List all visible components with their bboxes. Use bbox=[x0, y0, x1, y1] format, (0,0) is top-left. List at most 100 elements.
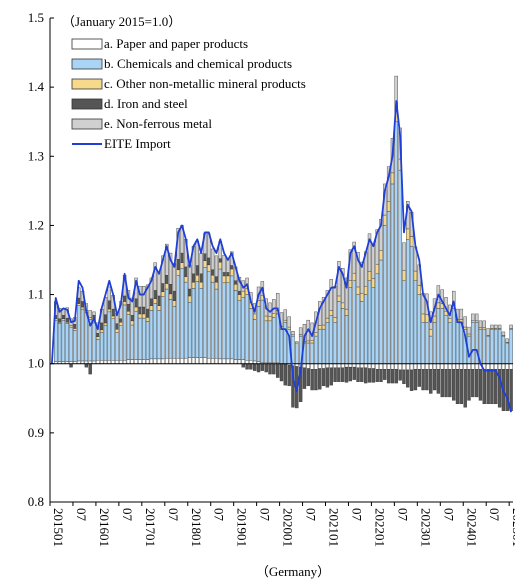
bar-d-63 bbox=[291, 365, 295, 408]
bar-d-49 bbox=[237, 290, 242, 295]
bar-b-15 bbox=[107, 311, 111, 361]
bar-c-85 bbox=[375, 263, 379, 275]
bar-a-93 bbox=[406, 363, 410, 371]
bar-d-74 bbox=[333, 367, 337, 382]
bar-d-45 bbox=[222, 272, 226, 277]
bar-e-115 bbox=[490, 324, 494, 329]
bar-d-82 bbox=[363, 367, 368, 384]
bar-e-76 bbox=[341, 268, 345, 304]
bar-b-18 bbox=[119, 325, 123, 361]
bar-c-50 bbox=[241, 290, 245, 298]
bar-c-112 bbox=[478, 327, 483, 330]
bar-b-54 bbox=[256, 306, 261, 362]
bar-e-92 bbox=[402, 242, 406, 271]
bar-a-48 bbox=[233, 359, 238, 364]
bar-e-43 bbox=[214, 255, 219, 277]
bar-b-38 bbox=[195, 281, 200, 358]
x-tick-label: 202501 bbox=[510, 508, 515, 547]
bar-d-72 bbox=[325, 367, 330, 388]
bar-d-35 bbox=[184, 266, 188, 277]
bar-a-104 bbox=[448, 363, 452, 370]
bar-b-86 bbox=[379, 259, 383, 364]
bar-a-114 bbox=[486, 363, 490, 370]
bar-d-42 bbox=[210, 269, 215, 276]
bar-d-112 bbox=[478, 369, 483, 401]
y-tick-label: 0.8 bbox=[28, 494, 44, 509]
bar-c-109 bbox=[467, 333, 471, 337]
bar-b-80 bbox=[356, 294, 360, 364]
x-tick-label: 07 bbox=[120, 508, 135, 522]
bar-a-70 bbox=[318, 363, 322, 369]
bar-d-88 bbox=[386, 369, 391, 384]
bar-b-11 bbox=[92, 322, 96, 362]
bar-a-81 bbox=[360, 363, 364, 369]
bar-d-21 bbox=[130, 315, 134, 322]
x-tick-label: 07 bbox=[349, 508, 364, 522]
bar-c-34 bbox=[180, 262, 184, 269]
bar-b-33 bbox=[176, 275, 180, 359]
legend-swatch-c bbox=[71, 78, 103, 90]
bar-a-95 bbox=[413, 363, 418, 370]
bar-d-50 bbox=[241, 363, 245, 368]
bar-e-118 bbox=[501, 331, 506, 336]
x-tick-label: 202401 bbox=[464, 508, 479, 547]
bar-a-34 bbox=[180, 357, 184, 364]
bar-d-100 bbox=[432, 369, 437, 391]
bar-d-29 bbox=[161, 283, 165, 293]
bar-b-105 bbox=[452, 308, 456, 364]
bar-b-116 bbox=[494, 328, 498, 364]
bar-d-119 bbox=[505, 369, 509, 411]
bar-a-30 bbox=[165, 357, 169, 364]
bar-b-49 bbox=[237, 300, 242, 360]
bar-c-72 bbox=[325, 317, 330, 323]
bar-e-27 bbox=[153, 262, 157, 291]
bar-c-2 bbox=[57, 322, 62, 324]
x-tick-label: 201701 bbox=[143, 508, 158, 547]
bar-d-91 bbox=[398, 369, 402, 381]
bar-d-15 bbox=[107, 300, 111, 310]
bar-d-96 bbox=[417, 369, 421, 387]
bar-d-61 bbox=[283, 364, 288, 386]
bar-b-5 bbox=[69, 326, 73, 362]
bar-d-110 bbox=[471, 369, 475, 398]
bar-e-116 bbox=[494, 324, 498, 329]
bar-c-30 bbox=[165, 283, 169, 290]
x-axis-label: （Germany） bbox=[256, 564, 330, 579]
bar-a-78 bbox=[348, 363, 353, 368]
bar-b-85 bbox=[375, 273, 379, 364]
bar-b-69 bbox=[314, 335, 318, 364]
bar-b-12 bbox=[96, 339, 100, 361]
bar-e-120 bbox=[509, 324, 513, 329]
bar-c-74 bbox=[333, 317, 337, 323]
bar-a-94 bbox=[409, 363, 414, 371]
bar-b-91 bbox=[398, 169, 402, 364]
bar-c-46 bbox=[226, 275, 230, 284]
x-tick-label: 07 bbox=[487, 508, 502, 522]
y-tick-label: 1.5 bbox=[28, 10, 44, 25]
bar-e-11 bbox=[92, 311, 96, 316]
bar-b-55 bbox=[260, 299, 265, 363]
bar-e-58 bbox=[272, 299, 276, 314]
bar-d-98 bbox=[425, 369, 429, 391]
bar-b-82 bbox=[363, 294, 368, 364]
bar-a-87 bbox=[383, 363, 387, 370]
bar-e-63 bbox=[291, 331, 295, 335]
bar-a-18 bbox=[119, 360, 123, 364]
bar-a-82 bbox=[363, 363, 368, 369]
eite-import-line bbox=[51, 100, 512, 413]
bar-a-46 bbox=[226, 358, 230, 364]
bar-d-109 bbox=[467, 369, 471, 401]
bar-e-84 bbox=[371, 243, 376, 279]
bar-e-110 bbox=[471, 313, 475, 322]
bar-d-108 bbox=[463, 369, 467, 408]
bar-b-40 bbox=[203, 267, 207, 358]
y-tick-label: 0.9 bbox=[28, 425, 44, 440]
bar-d-58 bbox=[272, 363, 276, 375]
bar-e-65 bbox=[298, 327, 303, 335]
bar-c-13 bbox=[99, 329, 104, 333]
bar-a-28 bbox=[157, 358, 161, 364]
bar-e-31 bbox=[168, 252, 173, 285]
x-tick-label: 07 bbox=[304, 508, 319, 522]
bar-a-43 bbox=[214, 357, 219, 364]
bar-b-42 bbox=[210, 281, 215, 359]
